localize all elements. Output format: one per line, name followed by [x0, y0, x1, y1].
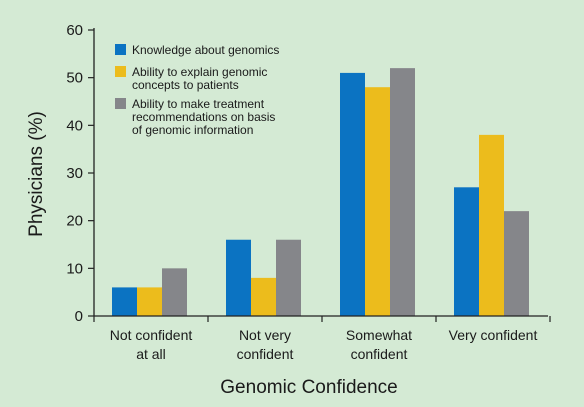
y-tick-label: 0 — [75, 308, 83, 325]
legend-swatch — [115, 44, 126, 55]
x-category-label: confident — [351, 346, 408, 362]
legend-label: recommendations on basis — [132, 110, 275, 124]
legend-label: Knowledge about genomics — [132, 43, 279, 57]
bar-series-1-cat-3 — [340, 72, 365, 317]
x-category-label: confident — [237, 346, 294, 362]
x-category-label: at all — [136, 346, 166, 362]
y-tick-label: 30 — [66, 165, 83, 182]
legend-swatch — [115, 98, 126, 109]
x-category-label: Somewhat — [346, 327, 412, 343]
bar-series-3-cat-2 — [276, 239, 301, 316]
legend-swatch — [115, 66, 126, 77]
x-category-label: Not very — [239, 327, 291, 343]
x-category-label: Very confident — [449, 327, 538, 343]
x-category-label: Not confident — [110, 327, 193, 343]
legend-label: of genomic information — [132, 123, 253, 137]
bar-series-3-cat-1 — [162, 268, 187, 316]
x-axis-title: Genomic Confidence — [220, 377, 397, 398]
y-tick-label: 60 — [66, 22, 83, 39]
y-tick-label: 40 — [66, 117, 83, 134]
legend-label: Ability to explain genomic — [132, 65, 267, 79]
y-tick-label: 50 — [66, 70, 83, 87]
bar-series-2-cat-2 — [251, 277, 276, 316]
bar-series-1-cat-4 — [454, 187, 479, 316]
y-tick-label: 10 — [66, 260, 83, 277]
legend-label: concepts to patients — [132, 78, 239, 92]
bar-series-3-cat-4 — [504, 211, 529, 316]
bar-series-3-cat-3 — [390, 68, 415, 316]
y-axis-title: Physicians (%) — [26, 111, 47, 237]
bar-series-1-cat-1 — [112, 287, 137, 316]
bar-series-1-cat-2 — [226, 239, 251, 316]
bar-series-2-cat-4 — [479, 134, 504, 316]
bar-series-2-cat-3 — [365, 87, 390, 316]
bar-series-2-cat-1 — [137, 287, 162, 316]
legend-label: Ability to make treatment — [132, 97, 265, 111]
y-tick-label: 20 — [66, 213, 83, 230]
